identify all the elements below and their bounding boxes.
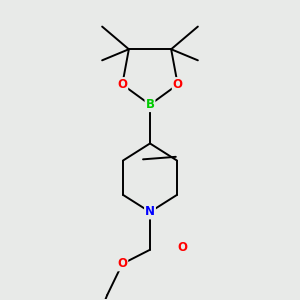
Text: B: B [146, 98, 154, 111]
Text: N: N [145, 206, 155, 218]
Text: O: O [117, 257, 127, 270]
Text: O: O [173, 78, 183, 91]
Text: O: O [117, 78, 127, 91]
Text: O: O [178, 241, 188, 254]
